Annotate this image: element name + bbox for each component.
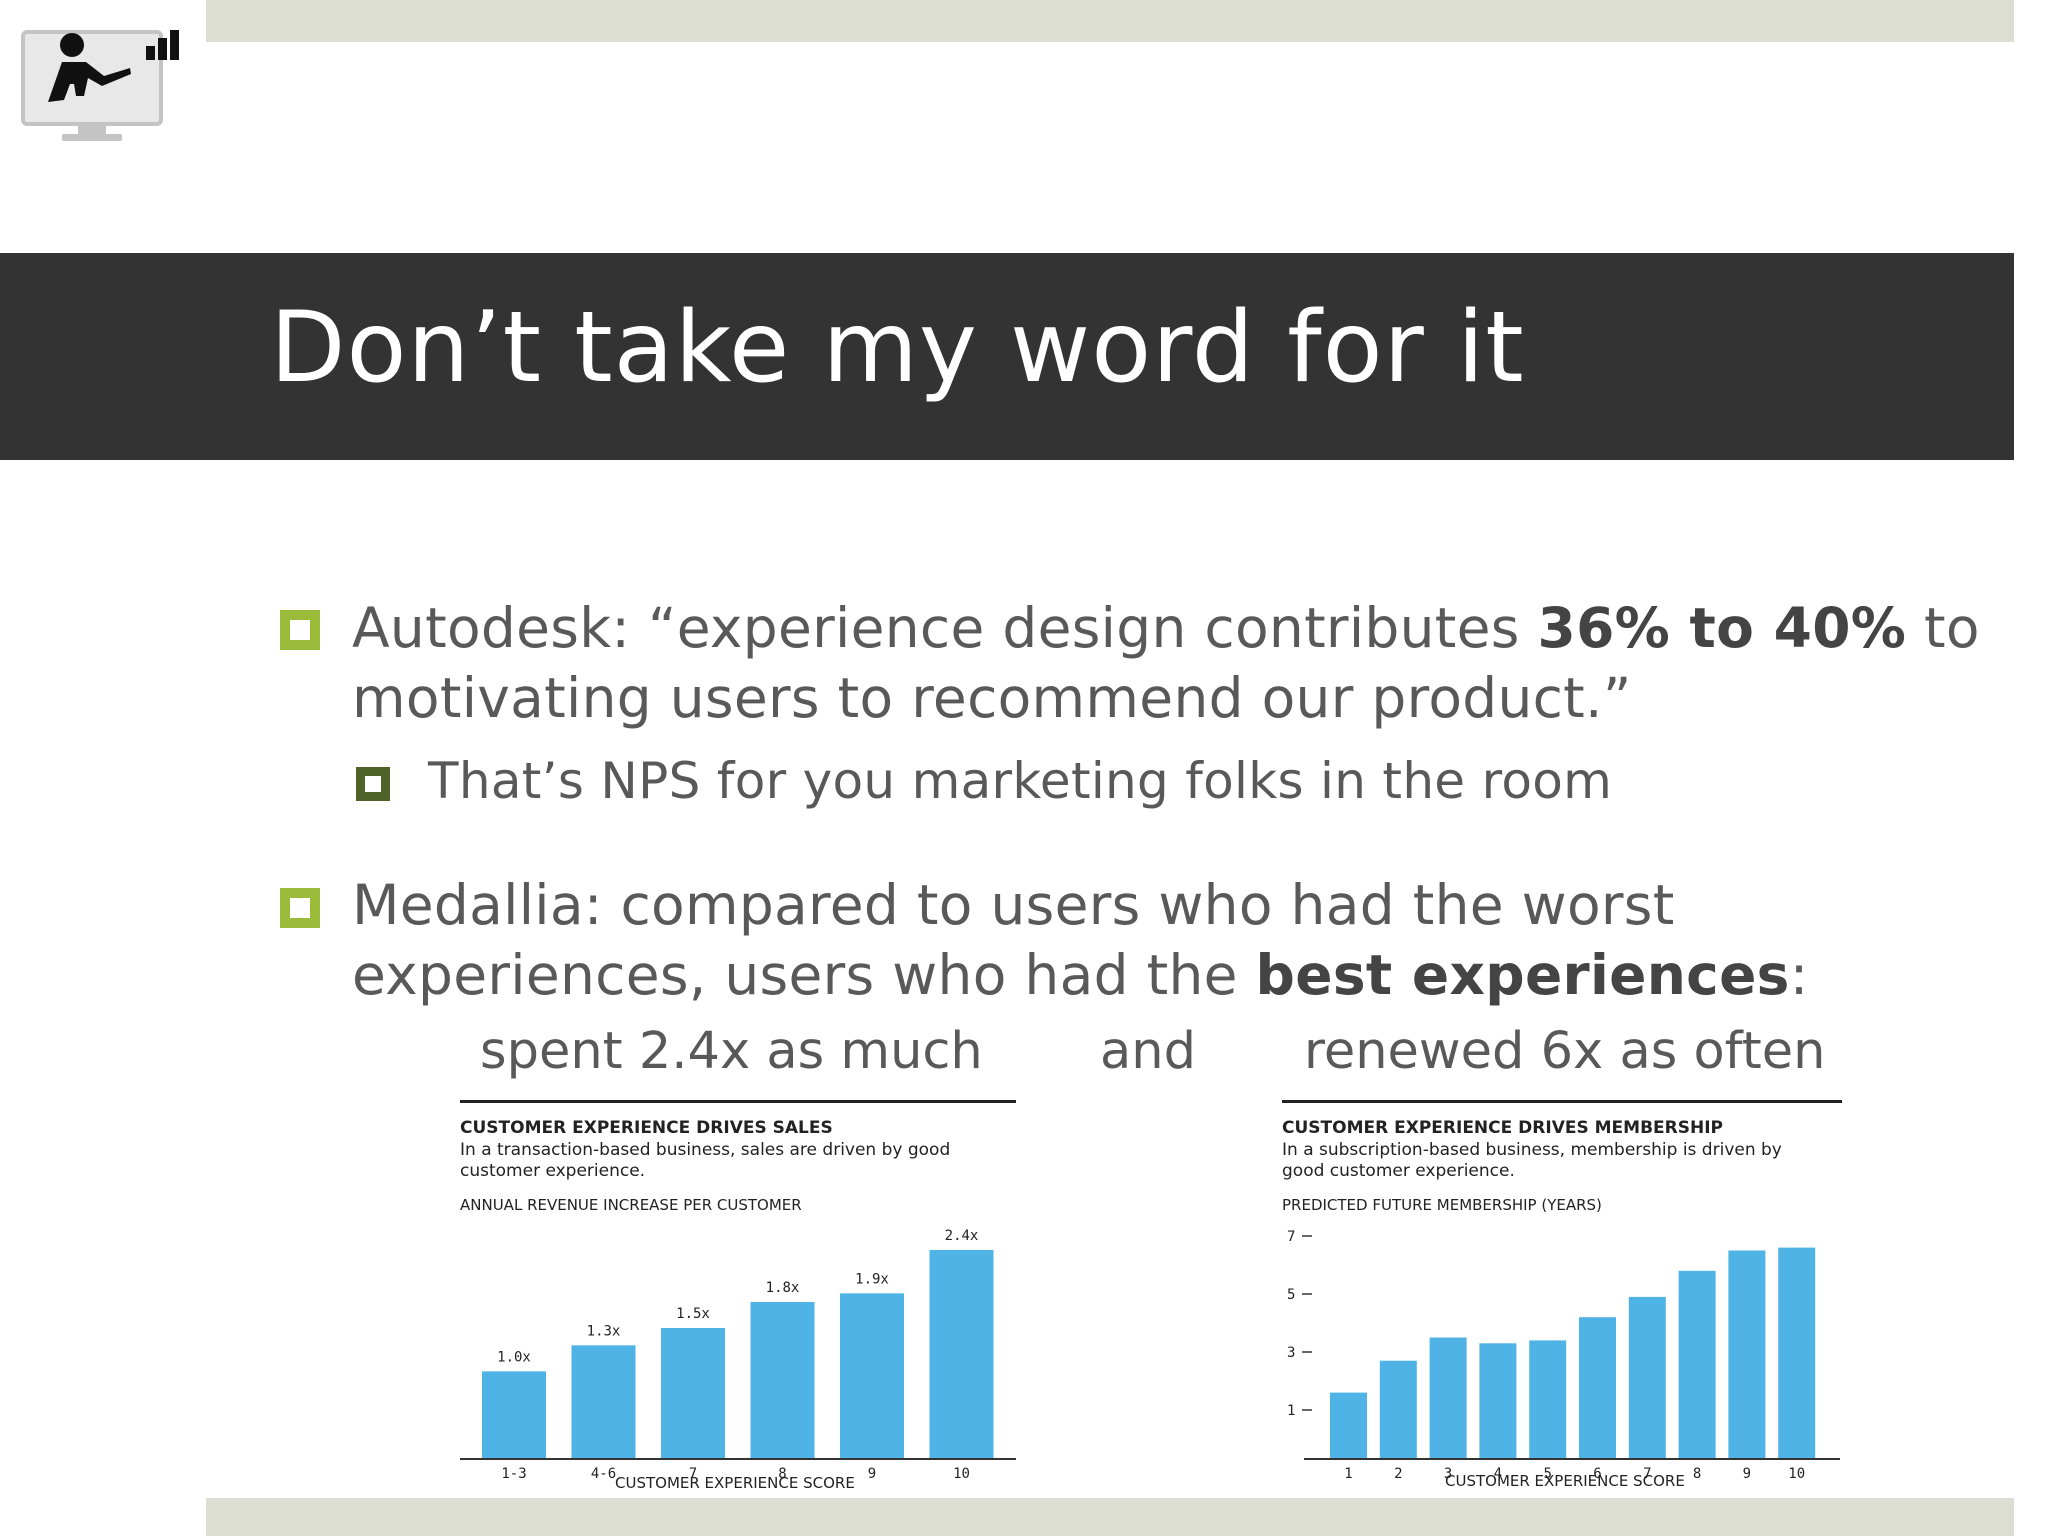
chart-sales: CUSTOMER EXPERIENCE DRIVES SALES In a tr…: [460, 1100, 1016, 1500]
tick-label-10: 10: [953, 1466, 970, 1482]
bar-8: [1678, 1270, 1716, 1458]
chart-membership-ylabel: PREDICTED FUTURE MEMBERSHIP (YEARS): [1282, 1196, 1602, 1214]
bar-7: [1628, 1296, 1666, 1458]
bar-label-4-6: 1.3x: [587, 1323, 621, 1339]
tick-label-8: 8: [778, 1466, 786, 1482]
chart-membership-plot: 1 3 5 7 1 2 3 4 5 6 7 8 9 10: [1287, 1229, 1840, 1482]
tick-label-8: 8: [1693, 1466, 1701, 1482]
bar-2: [1379, 1360, 1417, 1458]
bar-1: [1330, 1392, 1367, 1458]
tick-label-6: 6: [1593, 1466, 1601, 1482]
slide-title: Don’t take my word for it: [270, 291, 1525, 405]
chart-sales-ylabel: ANNUAL REVENUE INCREASE PER CUSTOMER: [460, 1196, 802, 1214]
bar-10: [929, 1250, 994, 1458]
chart-membership-rule: [1282, 1100, 1842, 1103]
tick-label-2: 2: [1394, 1466, 1402, 1482]
tick-label-3: 3: [1444, 1466, 1452, 1482]
chart-sales-plot: 1.0x 1-3 1.3x 4-6 1.5x 7 1.8x 8 1.9x 9 2.4x 10: [460, 1228, 1016, 1482]
bar-label-1-3: 1.0x: [497, 1349, 531, 1365]
bullet-medallia-suffix: :: [1789, 943, 1809, 1007]
bar-label-8: 1.8x: [766, 1280, 800, 1296]
bullet-square-icon: [280, 610, 320, 650]
bar-label-7: 1.5x: [676, 1306, 710, 1322]
chart-membership: CUSTOMER EXPERIENCE DRIVES MEMBERSHIP In…: [1282, 1100, 1842, 1500]
bar-5: [1529, 1340, 1567, 1458]
tick-label-9: 9: [1743, 1466, 1751, 1482]
chart-membership-subtitle: In a subscription-based business, member…: [1282, 1140, 1782, 1181]
caption-and: and: [1100, 1022, 1196, 1081]
chart-sales-rule: [460, 1100, 1016, 1103]
chart-sales-xlabel: CUSTOMER EXPERIENCE SCORE: [615, 1474, 855, 1492]
ytick-label-5: 5: [1287, 1287, 1295, 1303]
bar-4-6: [571, 1345, 636, 1458]
bar-10: [1778, 1247, 1816, 1458]
tick-label-9: 9: [868, 1466, 876, 1482]
tick-label-1: 1: [1344, 1466, 1352, 1482]
caption-spent: spent 2.4x as much: [480, 1022, 983, 1081]
tick-label-4: 4: [1494, 1466, 1502, 1482]
sub-bullet-nps: That’s NPS for you marketing folks in th…: [428, 752, 1613, 810]
bullet-medallia-prefix: Medallia: compared to users who had the …: [352, 873, 1675, 1007]
chart-membership-xlabel: CUSTOMER EXPERIENCE SCORE: [1445, 1472, 1685, 1490]
chart-membership-title: CUSTOMER EXPERIENCE DRIVES MEMBERSHIP: [1282, 1118, 1723, 1138]
bar-9: [1728, 1250, 1766, 1458]
sub-bullet-square-icon: [356, 767, 390, 801]
ytick-label-3: 3: [1287, 1345, 1295, 1361]
bullet-autodesk-prefix: Autodesk: “experience design contributes: [352, 596, 1538, 660]
bar-4: [1479, 1343, 1517, 1458]
ytick-label-1: 1: [1287, 1403, 1295, 1419]
bullet-autodesk: Autodesk: “experience design contributes…: [352, 593, 1992, 733]
bullet-autodesk-suffix: to motivating users to recommend our pro…: [352, 596, 1980, 730]
bullet-medallia: Medallia: compared to users who had the …: [352, 870, 1852, 1010]
bar-label-10: 2.4x: [945, 1228, 979, 1244]
bottom-accent-bar: [206, 1498, 2014, 1536]
bullet-medallia-bold: best experiences: [1255, 943, 1790, 1007]
ytick-label-7: 7: [1287, 1229, 1295, 1245]
bar-3: [1429, 1337, 1467, 1458]
tick-label-7: 7: [689, 1466, 697, 1482]
chart-sales-subtitle: In a transaction-based business, sales a…: [460, 1140, 951, 1181]
bar-6: [1579, 1317, 1616, 1458]
tick-label-1-3: 1-3: [501, 1466, 526, 1482]
bullet-square-icon: [280, 888, 320, 928]
tick-label-10: 10: [1788, 1466, 1805, 1482]
bar-7: [661, 1328, 725, 1458]
bar-1-3: [482, 1371, 546, 1458]
presenter-logo-icon: [21, 30, 179, 141]
tick-label-4-6: 4-6: [591, 1466, 616, 1482]
caption-renewed: renewed 6x as often: [1304, 1022, 1826, 1081]
title-band: Don’t take my word for it: [0, 253, 2014, 460]
tick-label-7: 7: [1643, 1466, 1651, 1482]
chart-sales-title: CUSTOMER EXPERIENCE DRIVES SALES: [460, 1118, 833, 1138]
bar-label-9: 1.9x: [855, 1271, 889, 1287]
top-accent-bar: [206, 0, 2014, 42]
bullet-autodesk-bold: 36% to 40%: [1537, 596, 1907, 660]
tick-label-5: 5: [1543, 1466, 1551, 1482]
bar-9: [840, 1293, 904, 1458]
bar-8: [750, 1302, 815, 1458]
